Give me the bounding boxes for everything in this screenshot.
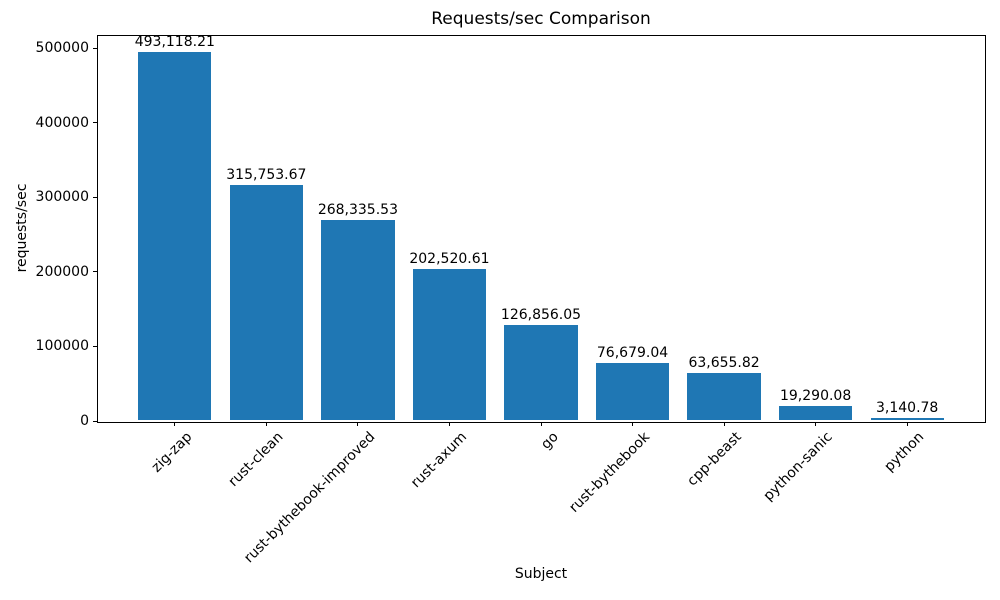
bar-value-label: 202,520.61 bbox=[409, 251, 490, 268]
y-tick bbox=[93, 122, 97, 124]
bar-value-label: 315,753.67 bbox=[226, 166, 307, 183]
y-tick bbox=[93, 345, 97, 347]
y-tick-label: 0 bbox=[80, 413, 89, 429]
x-tick-label: go bbox=[537, 429, 562, 453]
bar-value-label: 493,118.21 bbox=[134, 34, 215, 51]
bar bbox=[595, 362, 670, 420]
y-tick-label: 100000 bbox=[35, 338, 89, 355]
bar-value-label: 3,140.78 bbox=[876, 399, 939, 416]
bar bbox=[321, 219, 395, 420]
bar-value-label: 19,290.08 bbox=[779, 387, 852, 404]
bar bbox=[870, 417, 944, 420]
x-tick-label: python bbox=[881, 429, 928, 475]
bar bbox=[412, 269, 487, 420]
x-tick bbox=[174, 422, 176, 426]
y-tick bbox=[93, 271, 97, 273]
bar-value-label: 268,335.53 bbox=[317, 201, 398, 218]
y-axis-label: requests/sec bbox=[14, 183, 30, 273]
x-axis-label: Subject bbox=[514, 566, 568, 582]
bar bbox=[779, 405, 853, 420]
bar bbox=[229, 184, 303, 420]
x-tick-label: rust-bythebook bbox=[566, 429, 653, 516]
x-tick bbox=[540, 422, 542, 426]
bar bbox=[687, 372, 761, 420]
chart-title: Requests/sec Comparison bbox=[431, 9, 651, 29]
y-tick-label: 500000 bbox=[35, 40, 89, 57]
x-tick bbox=[357, 422, 359, 426]
y-tick bbox=[93, 196, 97, 198]
bar-value-label: 63,655.82 bbox=[688, 354, 760, 371]
bar-value-label: 126,856.05 bbox=[500, 307, 582, 324]
y-tick bbox=[93, 420, 97, 422]
bar-value-label: 76,679.04 bbox=[596, 344, 669, 361]
y-tick-label: 300000 bbox=[35, 189, 89, 206]
x-tick-label: python-sanic bbox=[760, 429, 836, 505]
y-tick-label: 200000 bbox=[35, 263, 89, 280]
x-tick-label: cpp-beast bbox=[684, 429, 745, 490]
y-tick bbox=[93, 47, 97, 49]
x-tick bbox=[632, 422, 634, 426]
bar bbox=[504, 325, 578, 420]
x-tick-label: rust-clean bbox=[225, 429, 287, 490]
x-tick bbox=[448, 422, 450, 426]
x-tick bbox=[265, 422, 267, 426]
x-tick-label: rust-axum bbox=[407, 429, 470, 492]
x-tick bbox=[815, 422, 817, 426]
x-tick bbox=[723, 422, 725, 426]
x-tick-label: zig-zap bbox=[148, 429, 196, 476]
bar bbox=[138, 52, 212, 420]
x-tick bbox=[906, 422, 908, 426]
y-tick-label: 400000 bbox=[35, 114, 89, 131]
